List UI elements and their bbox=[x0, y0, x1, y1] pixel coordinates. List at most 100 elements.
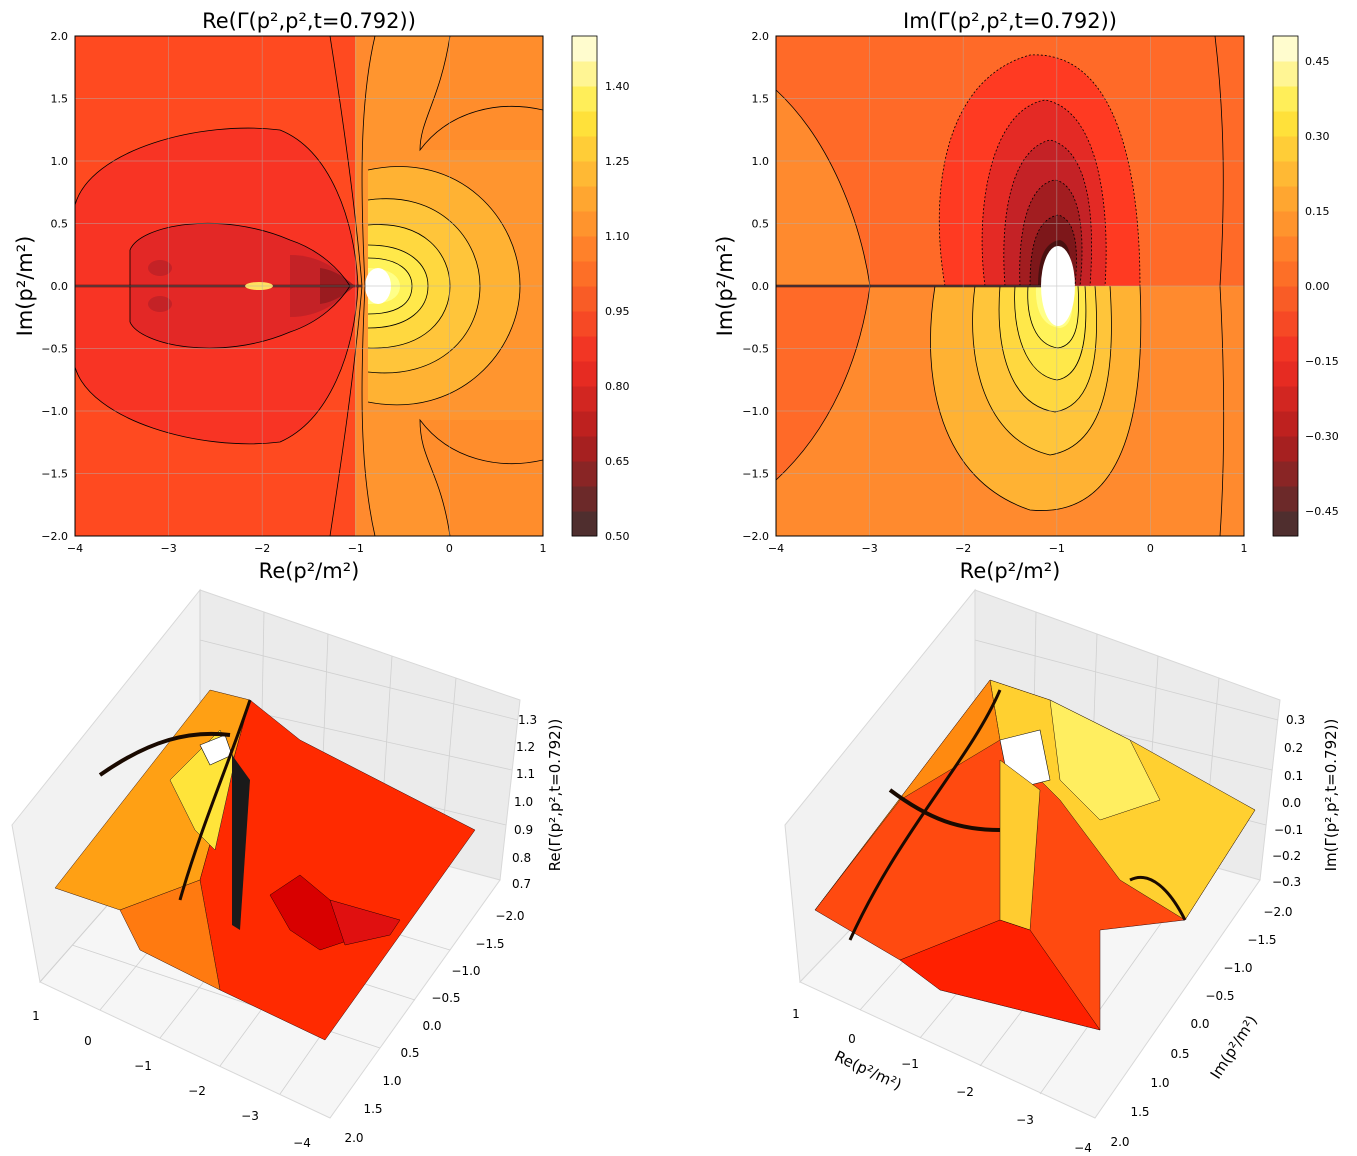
y-tick-label: 1.5 bbox=[363, 1102, 382, 1116]
colorbar-tick: 1.25 bbox=[605, 155, 630, 168]
x-tick-label: −2 bbox=[254, 542, 270, 555]
im-surface-z-ticks: −0.3 −0.2 −0.1 0.0 0.1 0.2 0.3 bbox=[1272, 713, 1305, 889]
re-surface-zlabel: Re(Γ(p²,p²,t=0.792)) bbox=[546, 719, 564, 872]
y-tick-label: −1.5 bbox=[475, 937, 504, 951]
colorbar-band bbox=[572, 286, 597, 312]
z-tick-label: 1.3 bbox=[518, 713, 537, 727]
y-tick-label: 2.0 bbox=[752, 30, 770, 43]
colorbar-band bbox=[1273, 236, 1298, 262]
colorbar-tick: 0.80 bbox=[605, 380, 630, 393]
y-tick-label: 0.5 bbox=[1170, 1047, 1189, 1061]
im-contour-frame bbox=[775, 35, 1245, 537]
y-tick-label: −1.0 bbox=[1223, 961, 1252, 975]
x-tick-label: −1 bbox=[134, 1059, 152, 1073]
colorbar-tick: 1.40 bbox=[605, 80, 630, 93]
im-contour-y-ticks: −2.0 −1.5 −1.0 −0.5 0.0 0.5 1.0 1.5 2.0 bbox=[742, 30, 769, 543]
y-tick-label: −1.0 bbox=[451, 964, 480, 978]
y-tick-label: 1.0 bbox=[1150, 1076, 1169, 1090]
x-tick-label: 1 bbox=[1241, 542, 1248, 555]
re-contour-ylabel: Im(p²/m²) bbox=[13, 236, 37, 337]
y-tick-label: 1.5 bbox=[1130, 1105, 1149, 1119]
colorbar-band bbox=[1273, 511, 1298, 537]
y-tick-label: −2.0 bbox=[41, 530, 68, 543]
y-tick-label: −0.5 bbox=[742, 343, 769, 356]
y-tick-label: 1.5 bbox=[752, 93, 770, 106]
y-tick-label: −1.0 bbox=[742, 405, 769, 418]
colorbar-band bbox=[572, 36, 597, 62]
x-tick-label: −3 bbox=[861, 542, 877, 555]
im-colorbar: −0.45 −0.30 −0.15 0.00 0.15 0.30 0.45 bbox=[1272, 35, 1339, 537]
x-tick-label: −4 bbox=[67, 542, 83, 555]
colorbar-band bbox=[1273, 161, 1298, 187]
im-surface-x-ticks: 1 0 −1 −2 −3 −4 bbox=[792, 1007, 1092, 1155]
y-tick-label: −0.5 bbox=[1205, 989, 1234, 1003]
x-tick-label: −2 bbox=[188, 1084, 206, 1098]
x-tick-label: −3 bbox=[160, 542, 176, 555]
re-surface-mesh bbox=[54, 689, 476, 1041]
colorbar-tick: 0.30 bbox=[1305, 130, 1330, 143]
colorbar-tick: 0.45 bbox=[1305, 55, 1330, 68]
y-tick-label: 0.0 bbox=[422, 1019, 441, 1033]
z-tick-label: 0.7 bbox=[512, 877, 531, 891]
x-tick-label: 0 bbox=[84, 1034, 92, 1048]
colorbar-band bbox=[572, 361, 597, 387]
y-tick-label: 0.0 bbox=[51, 280, 69, 293]
colorbar-band bbox=[1273, 86, 1298, 112]
y-tick-label: 1.0 bbox=[752, 155, 770, 168]
z-tick-label: 0.3 bbox=[1286, 713, 1305, 727]
x-tick-label: −4 bbox=[293, 1136, 311, 1150]
colorbar-tick: 0.50 bbox=[605, 530, 630, 543]
colorbar-band bbox=[1273, 211, 1298, 237]
colorbar-tick: 0.65 bbox=[605, 455, 630, 468]
colorbar-band bbox=[1273, 136, 1298, 162]
colorbar-band bbox=[572, 261, 597, 287]
colorbar-band bbox=[1273, 61, 1298, 87]
colorbar-band bbox=[572, 236, 597, 262]
y-tick-label: −0.5 bbox=[431, 991, 460, 1005]
x-tick-label: 0 bbox=[848, 1032, 856, 1046]
colorbar-band bbox=[572, 111, 597, 137]
x-tick-label: 0 bbox=[1147, 542, 1154, 555]
colorbar-band bbox=[1273, 361, 1298, 387]
x-tick-label: −1 bbox=[901, 1057, 919, 1071]
colorbar-band bbox=[572, 161, 597, 187]
y-tick-label: 2.0 bbox=[344, 1131, 363, 1145]
x-tick-label: −2 bbox=[956, 1085, 974, 1099]
im-colorbar-ticks: −0.45 −0.30 −0.15 0.00 0.15 0.30 0.45 bbox=[1305, 55, 1339, 518]
colorbar-band bbox=[1273, 411, 1298, 437]
y-tick-label: −2.0 bbox=[495, 909, 524, 923]
colorbar-band bbox=[572, 136, 597, 162]
colorbar-band bbox=[572, 411, 597, 437]
colorbar-band bbox=[572, 336, 597, 362]
x-tick-label: −3 bbox=[241, 1109, 259, 1123]
im-surface-ylabel: Im(p²/m²) bbox=[1207, 1012, 1261, 1082]
re-surface-y-ticks: −2.0 −1.5 −1.0 −0.5 0.0 0.5 1.0 1.5 2.0 bbox=[344, 909, 524, 1145]
x-tick-label: −3 bbox=[1016, 1113, 1034, 1127]
colorbar-band bbox=[572, 386, 597, 412]
re-contour-x-ticks: −4 −3 −2 −1 0 1 bbox=[67, 542, 547, 555]
im-contour-ylabel: Im(p²/m²) bbox=[713, 236, 737, 337]
y-tick-label: −2.0 bbox=[1263, 905, 1292, 919]
z-tick-label: 1.0 bbox=[514, 795, 533, 809]
y-tick-label: −1.5 bbox=[41, 468, 68, 481]
z-tick-label: −0.3 bbox=[1272, 875, 1301, 889]
colorbar-tick: −0.15 bbox=[1305, 355, 1339, 368]
x-tick-label: 1 bbox=[792, 1007, 800, 1021]
colorbar-band bbox=[572, 61, 597, 87]
colorbar-tick: 0.95 bbox=[605, 305, 630, 318]
im-surface-mesh bbox=[814, 679, 1256, 1031]
z-tick-label: 1.1 bbox=[516, 767, 535, 781]
z-tick-label: 1.2 bbox=[516, 740, 535, 754]
z-tick-label: −0.1 bbox=[1274, 823, 1303, 837]
re-contour-chart: Re(Γ(p²,p²,t=0.792)) bbox=[13, 9, 630, 583]
re-contour-y-ticks: −2.0 −1.5 −1.0 −0.5 0.0 0.5 1.0 1.5 2.0 bbox=[41, 30, 68, 543]
colorbar-tick: 0.15 bbox=[1305, 205, 1330, 218]
colorbar-band bbox=[1273, 436, 1298, 462]
y-tick-label: 0.5 bbox=[400, 1046, 419, 1060]
colorbar-band bbox=[572, 186, 597, 212]
z-tick-label: 0.9 bbox=[514, 823, 533, 837]
x-tick-label: −1 bbox=[348, 542, 364, 555]
z-tick-label: 0.0 bbox=[1282, 796, 1301, 810]
im-colorbar-bands bbox=[1273, 36, 1298, 537]
colorbar-band bbox=[1273, 36, 1298, 62]
